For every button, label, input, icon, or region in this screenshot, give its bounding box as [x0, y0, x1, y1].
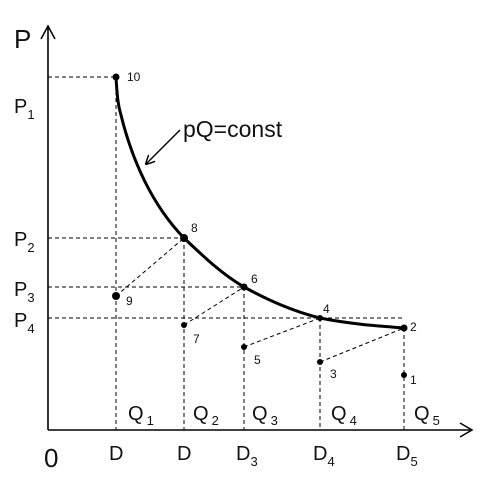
price-label-p1-sub: 1 — [27, 107, 34, 122]
origin-label: 0 — [44, 443, 58, 473]
q-label-4-sub: 4 — [350, 413, 357, 428]
curve-label-arrow — [146, 129, 181, 164]
price-label-p3: P3 — [14, 279, 35, 305]
step-line-7-6 — [183, 286, 245, 326]
d-label-4: D4 — [313, 443, 335, 469]
point-label-6: 6 — [251, 272, 258, 286]
q-label-2-main: Q — [193, 403, 209, 425]
point-label-10: 10 — [127, 70, 141, 84]
q-label-5-main: Q — [414, 403, 430, 425]
point-label-5: 5 — [254, 353, 261, 367]
q-label-3-sub: 3 — [271, 413, 278, 428]
d-label-1-main: D — [109, 443, 123, 465]
price-label-p3-sub: 3 — [27, 290, 34, 305]
point-3 — [317, 359, 323, 365]
d-label-2-main: D — [177, 443, 191, 465]
point-2 — [400, 324, 408, 332]
d-label-4-sub: 4 — [327, 454, 334, 469]
d-label-2: D — [177, 443, 191, 465]
q-label-1-main: Q — [128, 403, 144, 425]
d-label-3: D3 — [236, 443, 258, 469]
d-label-5-sub: 5 — [410, 454, 417, 469]
point-4 — [317, 315, 323, 321]
step-line-9-8 — [115, 237, 185, 297]
point-label-9: 9 — [126, 294, 133, 308]
point-9 — [112, 292, 120, 300]
x-axis-arrow-icon — [459, 422, 474, 438]
point-6 — [240, 283, 248, 291]
d-label-3-main: D — [236, 443, 250, 465]
q-label-5-sub: 5 — [433, 413, 440, 428]
price-label-p2: P2 — [14, 229, 35, 255]
q-label-4-main: Q — [331, 403, 347, 425]
price-label-p2-sub: 2 — [27, 240, 34, 255]
point-7 — [181, 322, 187, 328]
price-label-p2-main: P — [14, 229, 27, 251]
d-label-4-main: D — [313, 443, 327, 465]
y-axis-label: P — [14, 24, 31, 54]
point-label-7: 7 — [193, 332, 200, 346]
point-8 — [180, 234, 188, 242]
step-line-3-2 — [319, 327, 405, 363]
point-label-4: 4 — [323, 302, 330, 316]
price-label-p4-main: P — [14, 310, 27, 332]
point-label-3: 3 — [330, 367, 337, 381]
d-label-3-sub: 3 — [250, 454, 257, 469]
curve-points — [112, 73, 408, 378]
point-1 — [401, 372, 407, 378]
point-5 — [241, 344, 247, 350]
d-label-1: D — [109, 443, 123, 465]
step-line-5-4 — [243, 317, 321, 348]
price-label-p1: P1 — [14, 96, 35, 122]
q-label-3-main: Q — [252, 403, 268, 425]
price-label-p4: P4 — [14, 310, 35, 336]
point-label-1: 1 — [410, 373, 417, 387]
point-label-2: 2 — [410, 320, 417, 334]
price-label-p4-sub: 4 — [27, 321, 34, 336]
d-label-5: D5 — [396, 443, 418, 469]
curve-label: pQ=const — [183, 116, 283, 142]
price-label-p1-main: P — [14, 96, 27, 118]
price-label-p3-main: P — [14, 279, 27, 301]
q-label-2-sub: 2 — [212, 413, 219, 428]
point-10 — [112, 73, 120, 81]
demand-curve — [114, 75, 406, 330]
point-label-8: 8 — [191, 221, 198, 235]
y-axis-arrow-icon — [40, 24, 56, 40]
q-label-1-sub: 1 — [147, 413, 154, 428]
d-label-5-main: D — [396, 443, 410, 465]
